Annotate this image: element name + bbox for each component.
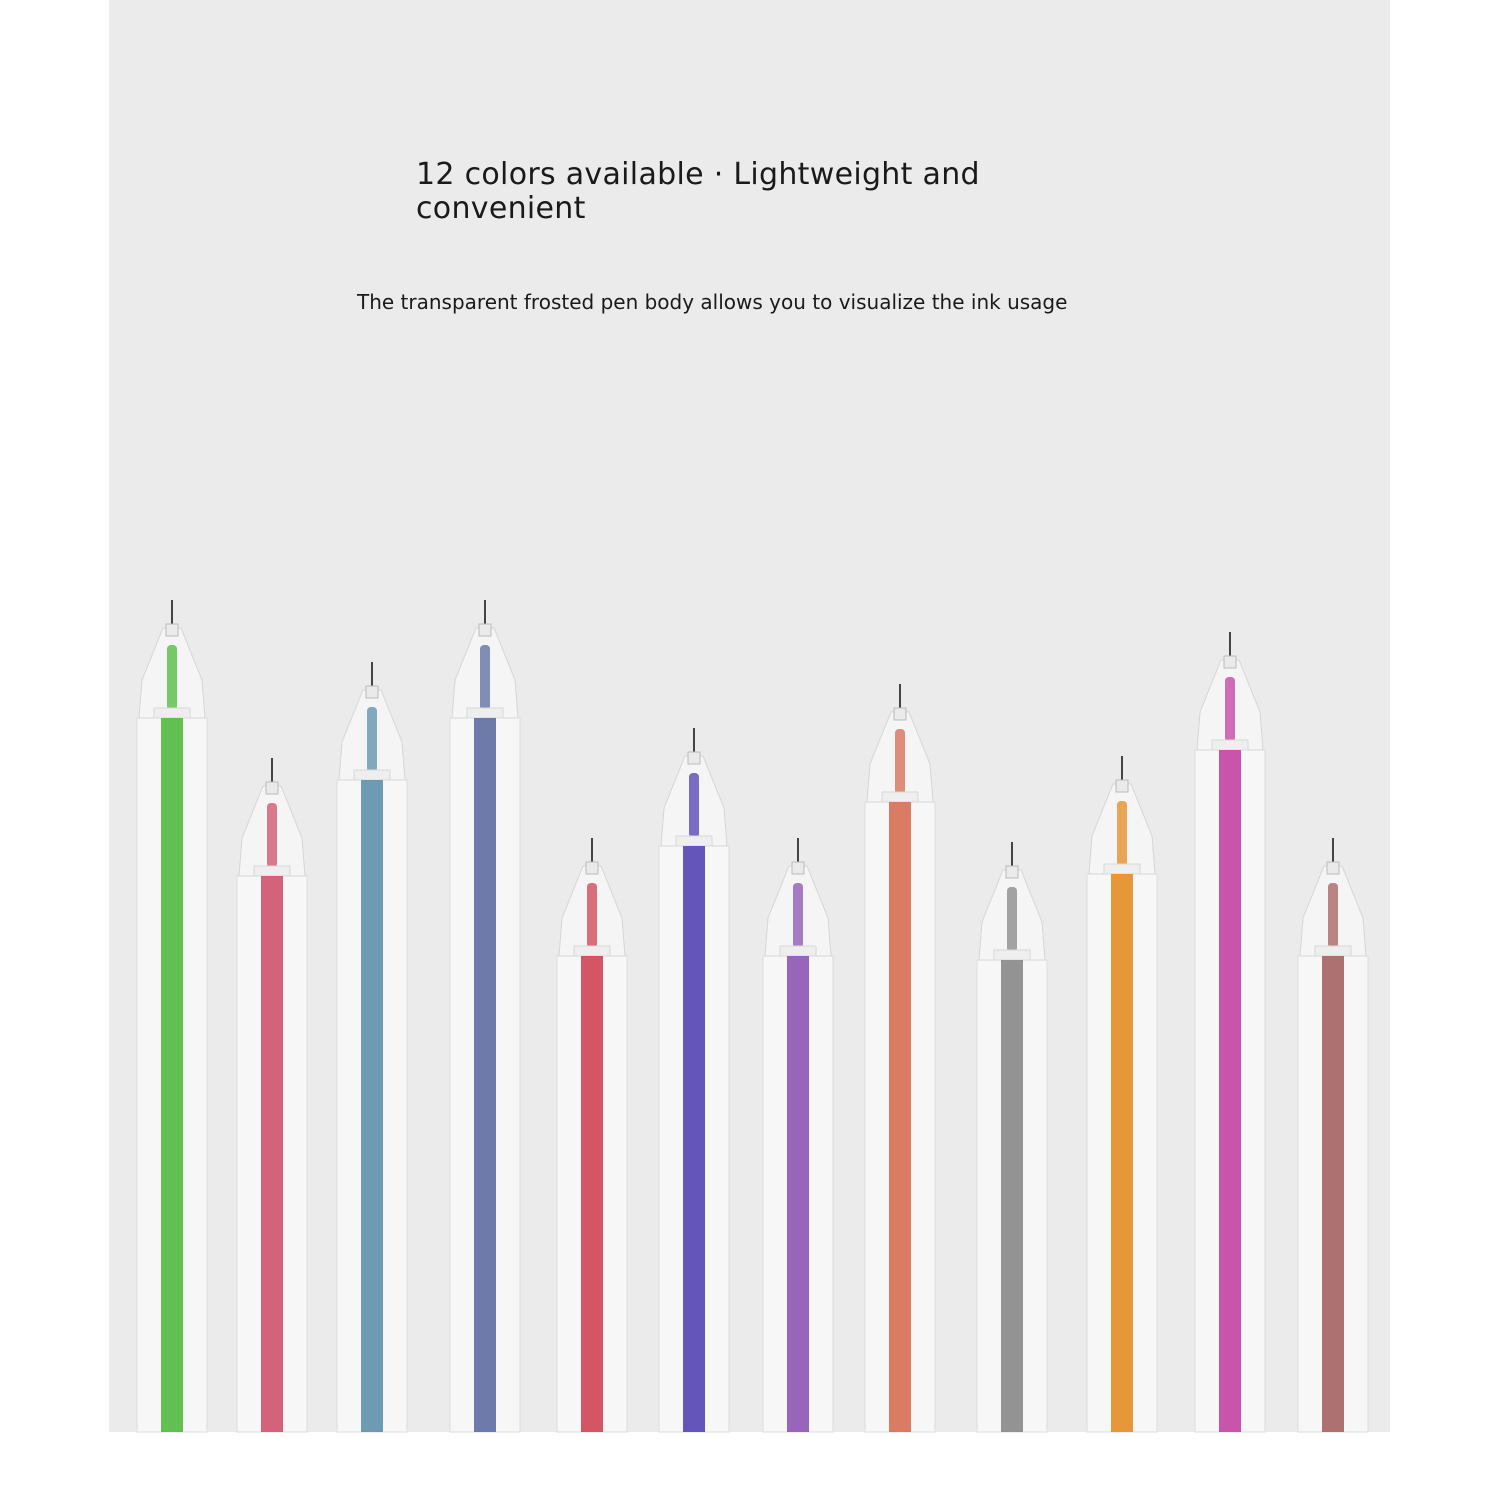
pen-tip-holder xyxy=(1115,779,1129,793)
pen-ink-green xyxy=(161,718,183,1432)
headline: 12 colors available · Lightweight and co… xyxy=(416,157,980,226)
pen-ink-salmon xyxy=(889,802,911,1432)
pen-ink-orange xyxy=(1111,874,1133,1432)
pen-tip-holder xyxy=(585,861,599,875)
pen-ink-tip xyxy=(587,883,597,948)
pen-collar xyxy=(153,707,191,719)
pen-ink-blue-violet xyxy=(683,846,705,1432)
pen-ink-slate-blue xyxy=(474,718,496,1432)
pen-ink-tip xyxy=(1007,887,1017,952)
pen-ink-tip xyxy=(1117,801,1127,866)
pen-ink-brown xyxy=(1322,956,1344,1432)
pen-collar xyxy=(675,835,713,847)
pen-ink-tip xyxy=(367,707,377,772)
pen-collar xyxy=(881,791,919,803)
pen-ink-gray xyxy=(1001,960,1023,1432)
pen-tip-holder xyxy=(478,623,492,637)
pen-ink-tip xyxy=(480,645,490,710)
pen-tip-holder xyxy=(365,685,379,699)
pen-tip-holder xyxy=(1326,861,1340,875)
pen-ink-magenta xyxy=(1219,750,1241,1432)
pen-collar xyxy=(993,949,1031,961)
pen-collar xyxy=(779,945,817,957)
pen-ink-tip xyxy=(167,645,177,710)
pen-ink-red xyxy=(581,956,603,1432)
pen-ink-teal-blue xyxy=(361,780,383,1432)
pen-tip-holder xyxy=(791,861,805,875)
subline: The transparent frosted pen body allows … xyxy=(357,290,1068,314)
pen-ink-tip xyxy=(267,803,277,868)
pen-tip-holder xyxy=(1005,865,1019,879)
product-background xyxy=(109,0,1390,1432)
pen-collar xyxy=(353,769,391,781)
pen-ink-tip xyxy=(1328,883,1338,948)
pen-collar xyxy=(573,945,611,957)
pen-ink-tip xyxy=(895,729,905,794)
pen-collar xyxy=(1314,945,1352,957)
pen-ink-tip xyxy=(793,883,803,948)
pen-tip-holder xyxy=(165,623,179,637)
pen-tip-holder xyxy=(265,781,279,795)
pen-tip-holder xyxy=(893,707,907,721)
pen-collar xyxy=(466,707,504,719)
pen-collar xyxy=(253,865,291,877)
pen-ink-rose xyxy=(261,876,283,1432)
pen-ink-purple xyxy=(787,956,809,1432)
pen-tip-holder xyxy=(1223,655,1237,669)
pen-collar xyxy=(1211,739,1249,751)
pen-ink-tip xyxy=(689,773,699,838)
pen-tip-holder xyxy=(687,751,701,765)
pen-ink-tip xyxy=(1225,677,1235,742)
pen-collar xyxy=(1103,863,1141,875)
